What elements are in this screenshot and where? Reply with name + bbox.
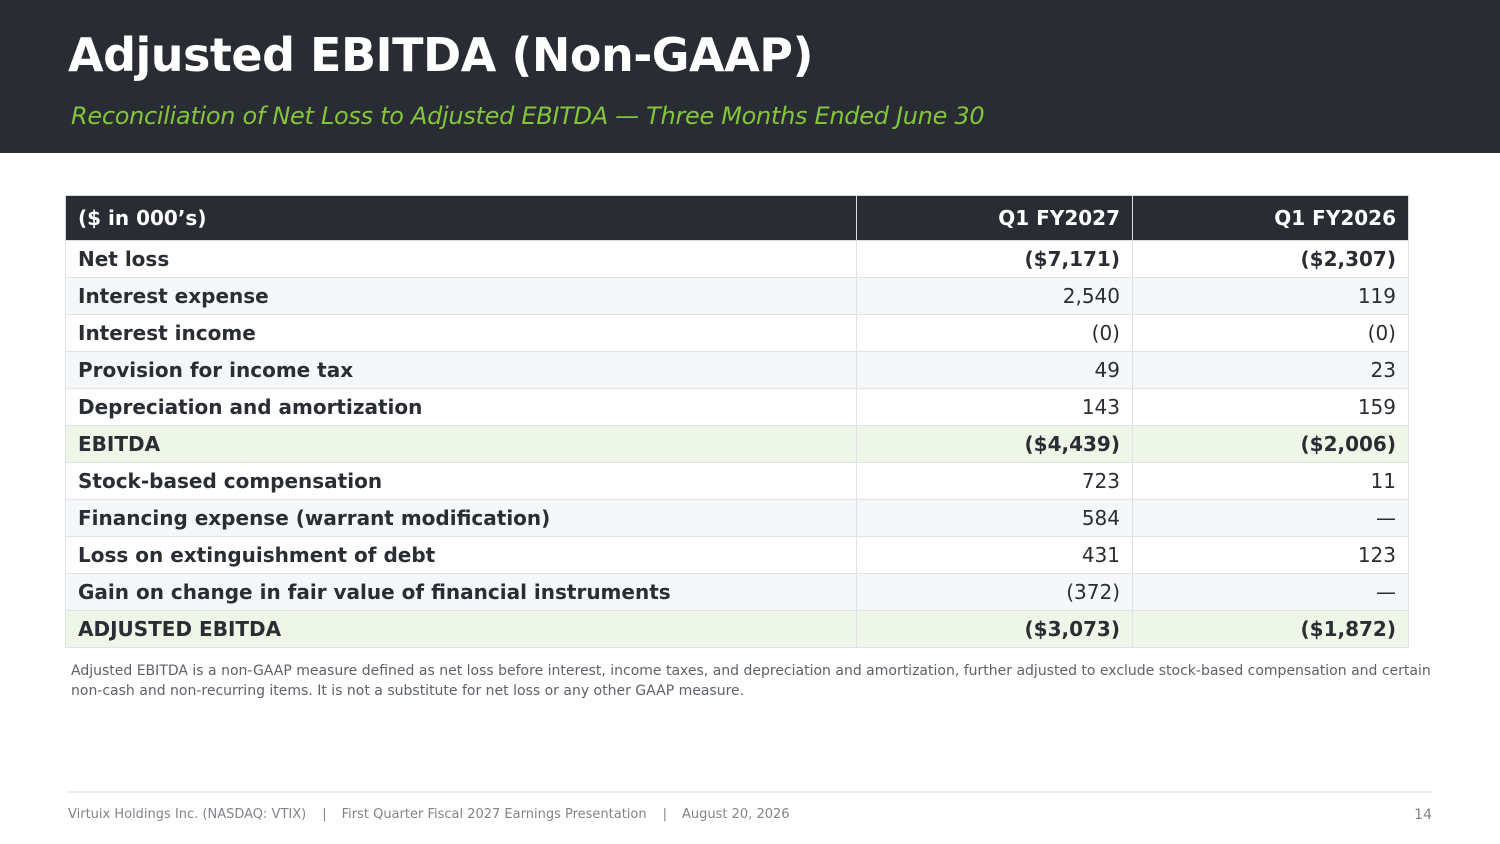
row-label: Financing expense (warrant modification): [65, 499, 857, 537]
value-q1-fy2026: —: [1132, 499, 1409, 537]
page-number: 14: [1414, 807, 1432, 823]
row-label: EBITDA: [65, 425, 857, 463]
row-label: Gain on change in fair value of financia…: [65, 573, 857, 611]
row-label: Provision for income tax: [65, 351, 857, 389]
value-q1-fy2026: 23: [1132, 351, 1409, 389]
value-q1-fy2027: 143: [856, 388, 1133, 426]
value-q1-fy2026: 119: [1132, 277, 1409, 315]
table-row-loss-on-extinguishment-of-debt: Loss on extinguishment of debt 431 123: [65, 536, 1409, 574]
table-row-interest-expense: Interest expense 2,540 119: [65, 277, 1409, 315]
value-q1-fy2026: —: [1132, 573, 1409, 611]
slide-header: Adjusted EBITDA (Non-GAAP) Reconciliatio…: [0, 0, 1500, 153]
column-header-q1-fy2026: Q1 FY2026: [1132, 195, 1409, 241]
column-header-units: ($ in 000’s): [65, 195, 857, 241]
row-label: ADJUSTED EBITDA: [65, 610, 857, 648]
value-q1-fy2027: 431: [856, 536, 1133, 574]
value-q1-fy2026: ($1,872): [1132, 610, 1409, 648]
value-q1-fy2027: 723: [856, 462, 1133, 500]
footer-company: Virtuix Holdings Inc. (NASDAQ: VTIX): [68, 807, 307, 822]
row-label: Interest income: [65, 314, 857, 352]
row-label: Interest expense: [65, 277, 857, 315]
slide-footer: Virtuix Holdings Inc. (NASDAQ: VTIX) | Fir…: [68, 806, 790, 824]
row-label: Depreciation and amortization: [65, 388, 857, 426]
value-q1-fy2027: 2,540: [856, 277, 1133, 315]
slide-title: Adjusted EBITDA (Non-GAAP): [68, 28, 814, 82]
table-row-ebitda: EBITDA ($4,439) ($2,006): [65, 425, 1409, 463]
footer-presentation-name: First Quarter Fiscal 2027 Earnings Prese…: [341, 807, 647, 822]
table-row-net-loss: Net loss ($7,171) ($2,307): [65, 240, 1409, 278]
slide-subtitle: Reconciliation of Net Loss to Adjusted E…: [71, 102, 985, 130]
footnote: Adjusted EBITDA is a non-GAAP measure de…: [71, 663, 1431, 699]
value-q1-fy2026: ($2,006): [1132, 425, 1409, 463]
footer-separator: |: [322, 807, 327, 822]
footer-date: August 20, 2026: [682, 807, 790, 822]
value-q1-fy2026: 159: [1132, 388, 1409, 426]
value-q1-fy2027: ($3,073): [856, 610, 1133, 648]
value-q1-fy2026: ($2,307): [1132, 240, 1409, 278]
value-q1-fy2026: 11: [1132, 462, 1409, 500]
table-row-financing-expense: Financing expense (warrant modification)…: [65, 499, 1409, 537]
value-q1-fy2027: ($7,171): [856, 240, 1133, 278]
footer-divider: [67, 791, 1432, 793]
table-row-depreciation-and-amortization: Depreciation and amortization 143 159: [65, 388, 1409, 426]
ebitda-reconciliation-table: ($ in 000’s) Q1 FY2027 Q1 FY2026 Net los…: [65, 195, 1409, 648]
value-q1-fy2027: ($4,439): [856, 425, 1133, 463]
value-q1-fy2027: 584: [856, 499, 1133, 537]
value-q1-fy2027: 49: [856, 351, 1133, 389]
table-row-stock-based-compensation: Stock-based compensation 723 11: [65, 462, 1409, 500]
table-header-row: ($ in 000’s) Q1 FY2027 Q1 FY2026: [65, 195, 1409, 241]
value-q1-fy2027: (0): [856, 314, 1133, 352]
value-q1-fy2026: 123: [1132, 536, 1409, 574]
table-row-gain-on-fair-value-change: Gain on change in fair value of financia…: [65, 573, 1409, 611]
column-header-q1-fy2027: Q1 FY2027: [856, 195, 1133, 241]
table-row-provision-for-income-tax: Provision for income tax 49 23: [65, 351, 1409, 389]
table-row-interest-income: Interest income (0) (0): [65, 314, 1409, 352]
value-q1-fy2027: (372): [856, 573, 1133, 611]
row-label: Net loss: [65, 240, 857, 278]
row-label: Stock-based compensation: [65, 462, 857, 500]
footer-separator: |: [662, 807, 668, 822]
table-row-adjusted-ebitda: ADJUSTED EBITDA ($3,073) ($1,872): [65, 610, 1409, 648]
row-label: Loss on extinguishment of debt: [65, 536, 857, 574]
value-q1-fy2026: (0): [1132, 314, 1409, 352]
